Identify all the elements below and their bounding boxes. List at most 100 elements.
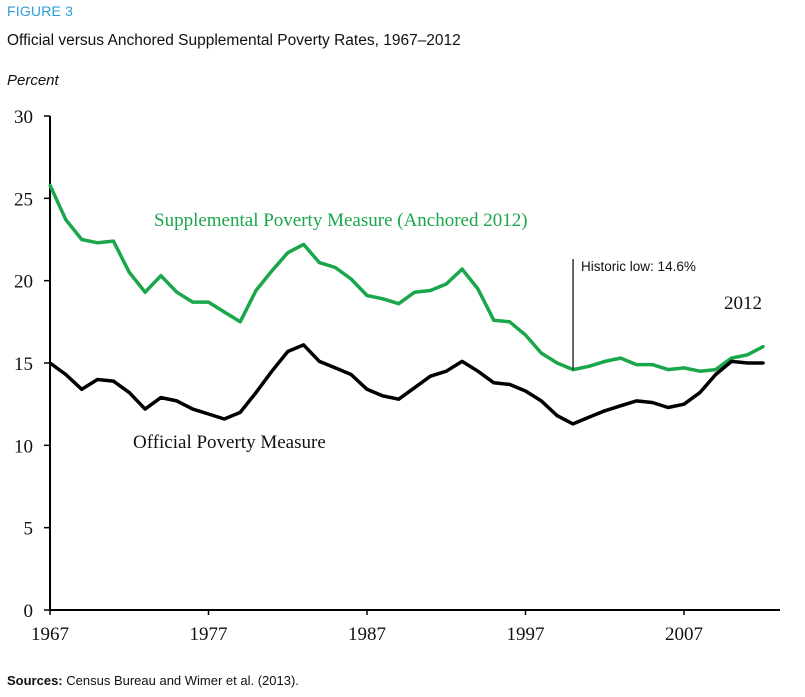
x-tick-label: 1977 [190, 624, 228, 645]
official-point-2003 [619, 404, 623, 408]
spm-point-1993 [460, 267, 464, 271]
spm-point-1971 [111, 239, 115, 243]
official-point-1992 [444, 369, 448, 373]
spm-point-1986 [349, 277, 353, 281]
spm-point-1990 [413, 290, 417, 294]
spm-point-1987 [365, 294, 369, 297]
official-point-1996 [508, 382, 512, 386]
official-point-1997 [524, 389, 527, 393]
official-point-1974 [159, 396, 163, 400]
spm-point-1980 [254, 289, 258, 292]
spm-point-1997 [524, 333, 527, 337]
spm-point-1979 [238, 320, 242, 324]
spm-point-1977 [207, 300, 210, 304]
spm-point-2001 [587, 364, 591, 368]
spm-point-1967 [48, 183, 52, 187]
x-tick-label: 1987 [348, 624, 386, 645]
y-tick-label: 25 [14, 189, 33, 210]
spm-point-1994 [476, 287, 480, 291]
spm-point-1998 [539, 351, 543, 355]
official-point-1970 [96, 378, 99, 381]
official-point-1987 [365, 387, 369, 391]
official-series-line [48, 343, 764, 426]
official-point-1968 [64, 373, 68, 376]
official-point-1976 [191, 407, 195, 411]
spm-point-2011 [745, 353, 749, 357]
spm-point-1970 [96, 241, 99, 245]
spm-point-1972 [127, 270, 131, 274]
official-point-2010 [730, 359, 733, 363]
official-point-2008 [698, 391, 702, 395]
official-point-1995 [492, 381, 496, 385]
chart-title: Official versus Anchored Supplemental Po… [7, 32, 461, 49]
spm-point-1978 [222, 310, 226, 314]
spm-point-1974 [159, 274, 163, 278]
spm-series-label: Supplemental Poverty Measure (Anchored 2… [154, 210, 528, 231]
spm-point-2006 [666, 368, 670, 372]
official-point-1988 [381, 394, 385, 398]
spm-point-1984 [317, 261, 321, 265]
official-point-1986 [349, 373, 353, 376]
spm-point-1995 [492, 318, 496, 322]
official-point-1971 [111, 379, 115, 383]
spm-point-2000 [571, 368, 575, 372]
figure-label: FIGURE 3 [7, 3, 74, 19]
y-axis-unit-label: Percent [7, 72, 59, 89]
spm-point-2005 [650, 363, 654, 367]
spm-point-2004 [634, 363, 638, 367]
official-point-1972 [127, 391, 131, 395]
official-point-1981 [270, 369, 274, 373]
spm-point-2009 [714, 368, 718, 372]
spm-point-1973 [143, 290, 147, 294]
official-point-1982 [286, 350, 290, 353]
x-tick-label: 1997 [507, 624, 545, 645]
spm-point-1983 [302, 242, 306, 246]
y-tick-label: 10 [14, 436, 33, 457]
spm-series-line [48, 184, 765, 373]
official-point-2002 [603, 409, 607, 413]
annotation-layer: Historic low: 14.6% 2012 Supplemental Po… [133, 210, 762, 453]
official-point-2006 [666, 406, 670, 409]
spm-point-1969 [80, 238, 84, 241]
y-tick-label: 30 [14, 107, 33, 128]
spm-point-1985 [333, 266, 337, 269]
sources-note: Sources: Census Bureau and Wimer et al. … [7, 673, 299, 688]
spm-point-1975 [175, 290, 179, 294]
official-point-1999 [555, 414, 559, 418]
official-point-1998 [539, 399, 543, 403]
spm-point-2002 [603, 359, 607, 363]
spm-point-1968 [64, 218, 68, 222]
official-point-2012 [761, 361, 765, 365]
official-point-2001 [587, 415, 591, 419]
spm-point-1992 [444, 282, 448, 286]
y-tick-label: 5 [24, 519, 34, 540]
spm-point-1996 [508, 320, 512, 324]
official-point-2005 [650, 401, 654, 404]
official-point-1977 [207, 412, 210, 416]
official-point-2007 [682, 402, 686, 406]
y-axis: 0 5 10 15 20 25 30 [14, 107, 51, 622]
y-tick-label: 20 [14, 272, 33, 293]
spm-point-1999 [555, 361, 559, 365]
official-point-1989 [397, 397, 401, 401]
official-point-2000 [571, 422, 575, 426]
sources-text: Census Bureau and Wimer et al. (2013). [62, 673, 299, 688]
official-point-2011 [745, 361, 749, 365]
official-point-1984 [317, 359, 321, 363]
x-axis: 1967 1977 1987 1997 2007 [31, 609, 780, 645]
official-point-1985 [333, 366, 337, 370]
spm-point-1991 [428, 289, 432, 292]
series-layer [48, 183, 765, 426]
y-tick-label: 0 [24, 601, 34, 622]
spm-point-1982 [286, 251, 290, 255]
spm-point-1976 [191, 300, 195, 304]
spm-point-1981 [270, 269, 274, 273]
spm-point-1989 [397, 302, 401, 306]
official-point-1967 [48, 361, 52, 365]
spm-point-2012 [761, 345, 765, 348]
x-tick-label: 2007 [665, 624, 703, 645]
sources-label: Sources: [7, 673, 63, 688]
official-point-1993 [460, 359, 464, 363]
official-point-1983 [302, 343, 306, 347]
